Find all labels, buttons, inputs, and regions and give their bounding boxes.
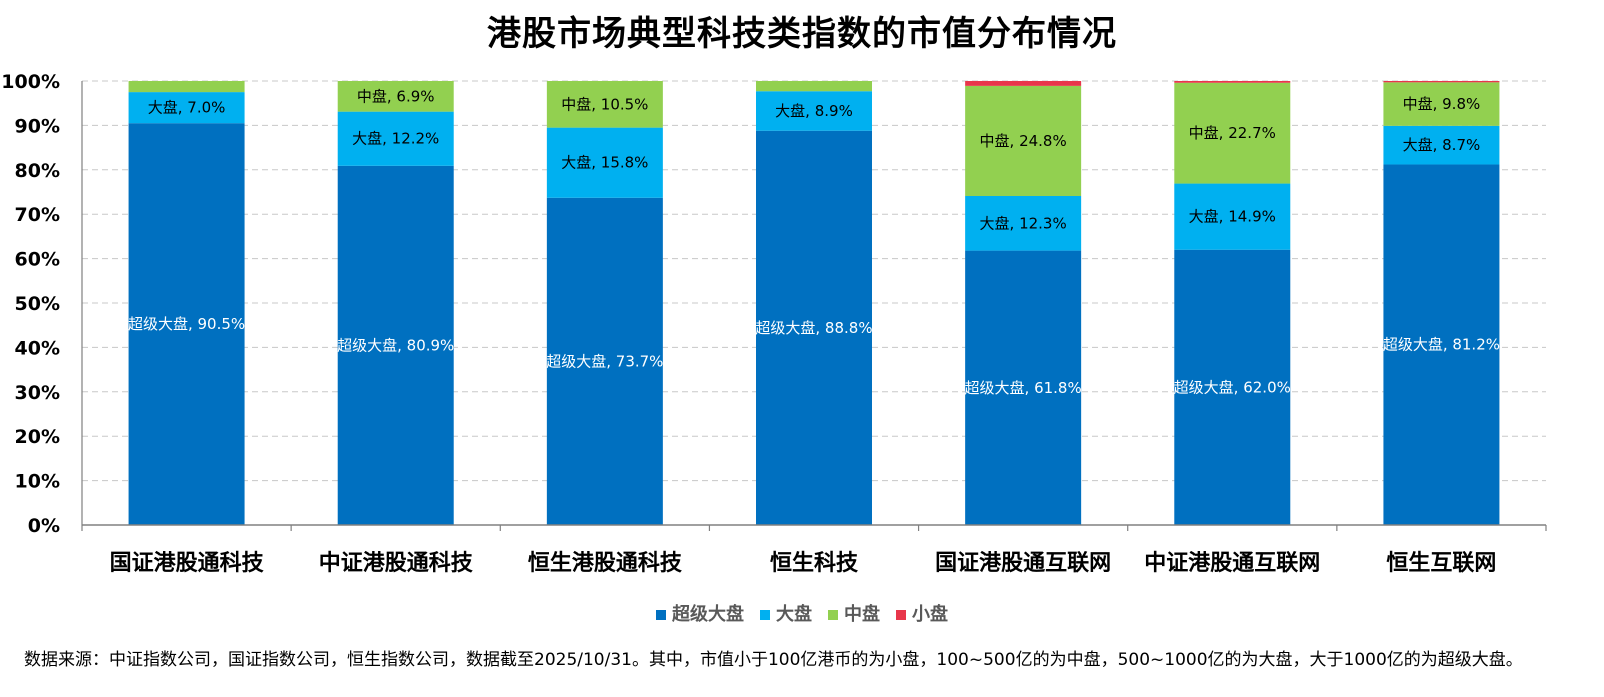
- bar-data-label: 大盘, 14.9%: [1189, 208, 1276, 226]
- bar-segment: [337, 165, 454, 525]
- bar-data-label: 超级大盘, 81.2%: [1383, 336, 1500, 354]
- bar-data-label: 中盘, 10.5%: [561, 95, 648, 113]
- bar-segment: [756, 91, 872, 131]
- legend: 超级大盘 大盘 中盘 小盘: [0, 600, 1604, 626]
- y-tick-label: 100%: [1, 71, 60, 93]
- y-tick-label: 30%: [15, 382, 60, 404]
- y-tick-label: 0%: [28, 515, 60, 537]
- bar-data-label: 中盘, 22.7%: [1189, 124, 1276, 142]
- legend-item: 小盘: [896, 600, 948, 626]
- bar-data-label: 超级大盘, 88.8%: [755, 319, 872, 337]
- y-tick-label: 40%: [15, 337, 60, 359]
- legend-swatch: [656, 610, 666, 620]
- bar-data-label: 超级大盘, 62.0%: [1174, 378, 1291, 396]
- bar-segment: [128, 123, 245, 526]
- x-category-label: 恒生港股通科技: [528, 550, 683, 576]
- bar-data-label: 中盘, 9.8%: [1403, 95, 1481, 113]
- bar-segment: [546, 197, 663, 525]
- x-category-label: 国证港股通互联网: [935, 551, 1111, 576]
- legend-swatch: [828, 610, 838, 620]
- legend-swatch: [760, 610, 770, 620]
- y-tick-label: 60%: [15, 249, 60, 271]
- source-footnote: 数据来源：中证指数公司，国证指数公司，恒生指数公司，数据截至2025/10/31…: [24, 650, 1523, 670]
- bar-segment: [337, 81, 454, 112]
- bar-segment: [337, 111, 454, 166]
- bar-data-label: 大盘, 12.2%: [352, 130, 439, 148]
- legend-item: 中盘: [828, 600, 880, 626]
- bar-segment: [1174, 82, 1291, 184]
- y-tick-label: 90%: [15, 115, 60, 137]
- bar-segment: [756, 81, 872, 92]
- bar-data-label: 超级大盘, 61.8%: [965, 379, 1082, 397]
- bar-segment: [546, 127, 663, 198]
- axes: 0% 10% 20% 30% 40% 50% 60% 70% 80% 90% 100% 国证港股通科技…: [1, 71, 1547, 576]
- bar-segment: [1383, 125, 1500, 165]
- y-tick-label: 80%: [15, 160, 60, 182]
- bar-data-label: 大盘, 7.0%: [148, 99, 226, 117]
- bar-segment: [1383, 82, 1500, 126]
- bar-segment: [965, 85, 1082, 196]
- bar-segment: [965, 195, 1082, 251]
- legend-label: 中盘: [844, 604, 880, 625]
- bar-data-label: 中盘, 6.9%: [357, 87, 435, 105]
- x-category-label: 恒生互联网: [1386, 550, 1496, 576]
- bar-segment: [1383, 164, 1500, 526]
- bar-data-label: 大盘, 8.7%: [1403, 136, 1481, 154]
- bar-segment: [1383, 81, 1500, 83]
- bar-segment: [756, 130, 872, 525]
- legend-item: 超级大盘: [656, 600, 744, 626]
- bar-segment: [1174, 183, 1291, 250]
- bar-segment: [546, 81, 663, 128]
- x-category-label: 中证港股通互联网: [1144, 551, 1320, 576]
- bar-data-label: 大盘, 12.3%: [980, 214, 1067, 232]
- bar-data-label: 超级大盘, 73.7%: [546, 352, 663, 370]
- x-category-label: 恒生科技: [770, 550, 859, 576]
- legend-swatch: [896, 610, 906, 620]
- y-tick-label: 70%: [15, 204, 60, 226]
- legend-label: 超级大盘: [672, 604, 744, 625]
- bar-segment: [1174, 81, 1291, 83]
- bar-segment: [128, 92, 245, 124]
- legend-item: 大盘: [760, 600, 812, 626]
- y-tick-label: 20%: [15, 426, 60, 448]
- legend-label: 小盘: [912, 604, 948, 625]
- bar-segment: [1174, 249, 1291, 525]
- y-tick-label: 50%: [15, 293, 60, 315]
- bar-segment: [128, 81, 245, 93]
- bar-segment: [965, 250, 1082, 525]
- y-tick-label: 10%: [15, 471, 60, 493]
- bar-data-label: 大盘, 8.9%: [775, 102, 853, 120]
- chart-title: 港股市场典型科技类指数的市值分布情况: [487, 14, 1117, 54]
- bar-data-label: 超级大盘, 80.9%: [337, 336, 454, 354]
- bar-segment: [965, 81, 1082, 86]
- bar-data-label: 中盘, 24.8%: [980, 132, 1067, 150]
- x-category-label: 国证港股通科技: [110, 551, 265, 576]
- bar-data-label: 大盘, 15.8%: [561, 154, 648, 172]
- legend-label: 大盘: [776, 604, 812, 625]
- x-category-label: 中证港股通科技: [319, 551, 474, 576]
- stacked-bar-chart: 超级大盘, 90.5% 大盘, 7.0% 超级大盘, 80.9% 大盘, 12.2% 中…: [1, 71, 1547, 576]
- bars: 超级大盘, 90.5% 大盘, 7.0% 超级大盘, 80.9% 大盘, 12.2% 中…: [128, 81, 1500, 526]
- bar-data-label: 超级大盘, 90.5%: [128, 315, 245, 333]
